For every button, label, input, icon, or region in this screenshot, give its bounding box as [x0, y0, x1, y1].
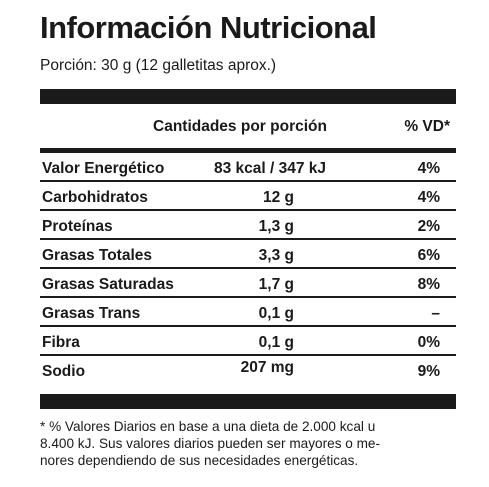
footnote-line: 8.400 kJ. Sus valores diarios pueden ser…	[40, 436, 381, 451]
nutrient-amount: 0,1 g	[258, 334, 294, 351]
table-row: Proteínas 1,3 g 2%	[40, 211, 456, 240]
table-row: Sodio 207 mg 9%	[40, 356, 456, 383]
nutrient-vd: 6%	[417, 247, 440, 264]
nutrient-name: Grasas Totales	[42, 247, 152, 264]
nutrient-vd: 4%	[417, 189, 440, 206]
vd-column-header: % VD*	[404, 118, 450, 135]
nutrient-amount: 3,3 g	[258, 247, 294, 264]
header-divider	[40, 148, 456, 153]
nutrient-name: Grasas Trans	[42, 305, 141, 322]
footnote-line: * % Valores Diarios en base a una dieta …	[40, 419, 376, 434]
nutrient-amount: 83 kcal / 347 kJ	[213, 160, 326, 177]
table-row: Carbohidratos 12 g 4%	[40, 182, 456, 211]
table-row: Grasas Trans 0,1 g –	[40, 298, 456, 327]
portion-text: Porción: 30 g (12 galletitas aprox.)	[40, 57, 277, 74]
nutrient-name: Grasas Saturadas	[42, 276, 174, 293]
bottom-divider-bar	[40, 394, 456, 409]
top-divider-bar	[40, 89, 456, 104]
nutrient-name: Fibra	[42, 334, 80, 351]
nutrient-amount: 1,3 g	[258, 218, 294, 235]
nutrient-vd: 8%	[417, 276, 440, 293]
nutrient-amount: 207 mg	[240, 359, 294, 376]
amount-column-header: Cantidades por porción	[153, 118, 327, 135]
table-row: Valor Energético 83 kcal / 347 kJ 4%	[40, 153, 456, 182]
nutrient-amount: 0,1 g	[258, 305, 294, 322]
table-header: Cantidades por porción % VD*	[40, 118, 456, 138]
nutrient-vd: –	[431, 305, 440, 322]
nutrition-table: Valor Energético 83 kcal / 347 kJ 4% Car…	[40, 153, 456, 383]
nutrient-vd: 9%	[417, 363, 440, 380]
nutrient-amount: 12 g	[262, 189, 294, 206]
nutrient-vd: 2%	[417, 218, 440, 235]
nutrient-name: Valor Energético	[42, 160, 165, 177]
table-row: Fibra 0,1 g 0%	[40, 327, 456, 356]
table-row: Grasas Saturadas 1,7 g 8%	[40, 269, 456, 298]
table-row: Grasas Totales 3,3 g 6%	[40, 240, 456, 269]
nutrient-name: Carbohidratos	[42, 189, 148, 206]
nutrient-vd: 0%	[417, 334, 440, 351]
footnote-line: nores dependiendo de sus necesidades ene…	[40, 453, 359, 468]
nutrient-name: Proteínas	[42, 218, 113, 235]
nutrient-amount: 1,7 g	[258, 276, 294, 293]
footnote: * % Valores Diarios en base a una dieta …	[40, 418, 458, 469]
nutrient-vd: 4%	[417, 160, 440, 177]
nutrient-name: Sodio	[42, 363, 86, 380]
label-title: Información Nutricional	[40, 10, 377, 45]
